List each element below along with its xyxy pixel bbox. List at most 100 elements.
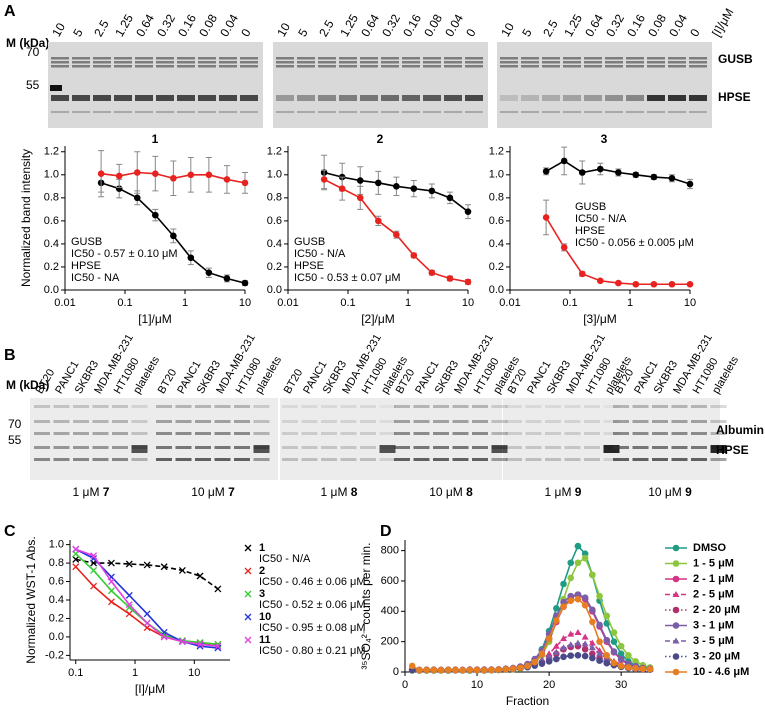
annotation-name: HPSE bbox=[575, 225, 605, 237]
gel-band bbox=[626, 111, 644, 113]
concentration-label: 0.64 bbox=[582, 12, 606, 40]
concentration-label: 0.04 bbox=[666, 12, 690, 40]
gel-band bbox=[282, 458, 298, 461]
gel-band bbox=[34, 446, 50, 449]
gel-band bbox=[92, 405, 109, 408]
band-label: Albumin bbox=[716, 423, 764, 437]
point bbox=[686, 180, 694, 188]
gel-band bbox=[318, 57, 336, 60]
gel-band bbox=[605, 111, 623, 113]
gel-band bbox=[73, 446, 89, 449]
annotation-detail: IC50 - NA bbox=[71, 272, 120, 284]
gel-band bbox=[671, 420, 688, 423]
gel-band bbox=[632, 405, 649, 408]
gel-band bbox=[563, 61, 581, 64]
gel-band bbox=[234, 432, 250, 435]
gel-band bbox=[564, 432, 581, 435]
gel-band bbox=[521, 65, 539, 68]
point bbox=[668, 174, 676, 182]
gel-band bbox=[525, 405, 542, 408]
gel-band bbox=[195, 420, 211, 423]
gel-band bbox=[710, 458, 727, 461]
x-tick-label: 1 bbox=[627, 297, 633, 309]
gel-band bbox=[710, 432, 727, 435]
point bbox=[578, 169, 586, 176]
gel-band bbox=[379, 432, 396, 435]
gel-band bbox=[114, 95, 132, 101]
point bbox=[545, 650, 553, 657]
gel-band bbox=[240, 65, 258, 68]
gel-band bbox=[603, 405, 620, 408]
point bbox=[610, 629, 618, 636]
legend-label: DMSO bbox=[693, 542, 726, 554]
caption: 1 μM 7 bbox=[73, 485, 110, 499]
point bbox=[625, 652, 632, 659]
y-tick-label: 0.8 bbox=[44, 192, 59, 204]
point bbox=[646, 665, 654, 673]
panel-label: B bbox=[4, 347, 16, 364]
x-tick-label: 0.1 bbox=[340, 297, 355, 309]
gel-band bbox=[276, 57, 294, 60]
gel-band bbox=[51, 57, 69, 60]
point bbox=[560, 598, 567, 606]
legend-marker bbox=[244, 636, 252, 644]
gel-band bbox=[710, 445, 727, 453]
concentration-label: 0 bbox=[687, 26, 703, 39]
gel-band bbox=[156, 405, 172, 408]
x-tick-label: 0 bbox=[402, 679, 408, 691]
gel-band bbox=[691, 458, 707, 461]
marker-label: 70 bbox=[8, 417, 22, 431]
gel-band bbox=[433, 420, 449, 423]
compound-label: 3 bbox=[601, 132, 608, 146]
gel-band bbox=[423, 95, 441, 101]
y-tick-label: 0.2 bbox=[49, 612, 64, 624]
gel-band bbox=[360, 458, 376, 461]
gel-band bbox=[632, 420, 649, 423]
y-tick-label: 0.0 bbox=[267, 284, 282, 296]
y-tick-label: 0.6 bbox=[267, 215, 282, 227]
y-tick-label: 0.4 bbox=[49, 594, 64, 606]
legend-label: 2 - 5 μM bbox=[693, 588, 734, 600]
y-tick-label: 0.6 bbox=[49, 575, 64, 587]
point bbox=[610, 648, 618, 655]
gel-band bbox=[647, 95, 665, 101]
point bbox=[596, 657, 603, 664]
point bbox=[632, 171, 640, 179]
gel-band bbox=[491, 405, 508, 408]
gel-band bbox=[301, 432, 318, 435]
concentration-label: 10 bbox=[498, 20, 517, 39]
point bbox=[214, 585, 222, 593]
point bbox=[650, 173, 658, 181]
concentration-label: 1.25 bbox=[561, 12, 585, 40]
plot: 0.0 0.2 0.4 0.6 0.8 1.0 1.2 0.01 0.1 1 10 [1]/μM Nor… bbox=[19, 146, 251, 327]
gel-band bbox=[360, 405, 376, 408]
lane-label: BT20 bbox=[156, 367, 180, 396]
x-tick-label: 20 bbox=[543, 679, 555, 691]
gel-band bbox=[379, 420, 396, 423]
gel-band bbox=[214, 420, 231, 423]
y-tick-label: 0.2 bbox=[267, 261, 282, 273]
gel-band bbox=[360, 61, 378, 64]
annotation-detail: IC50 - 0.056 ± 0.005 μM bbox=[575, 237, 694, 249]
gel-band bbox=[135, 111, 153, 113]
gel-image bbox=[280, 398, 502, 480]
point bbox=[375, 179, 382, 187]
x-tick-label: 10 bbox=[471, 679, 483, 691]
x-tick-label: 0.1 bbox=[117, 297, 132, 309]
point bbox=[610, 638, 618, 645]
caption-dose: 10 μM bbox=[191, 485, 225, 499]
concentration-label: 10 bbox=[274, 20, 293, 39]
point bbox=[545, 635, 553, 642]
gel-band bbox=[219, 57, 237, 60]
annotation-name: GUSB bbox=[575, 201, 606, 213]
y-tick-label: 200 bbox=[381, 636, 399, 648]
marker-label: 55 bbox=[8, 433, 22, 447]
gel-band bbox=[668, 61, 686, 64]
gel-band bbox=[93, 57, 111, 60]
point bbox=[452, 666, 459, 674]
gel-band bbox=[198, 95, 216, 101]
gel-band bbox=[691, 432, 707, 435]
point bbox=[495, 666, 502, 674]
gel-band bbox=[72, 65, 90, 68]
gel-band bbox=[360, 57, 378, 60]
